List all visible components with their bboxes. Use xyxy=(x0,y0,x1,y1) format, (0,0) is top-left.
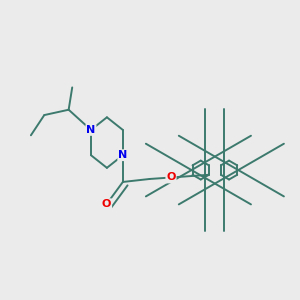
Text: O: O xyxy=(102,199,111,209)
Text: N: N xyxy=(86,125,96,135)
Text: N: N xyxy=(118,150,128,160)
Text: O: O xyxy=(166,172,176,182)
